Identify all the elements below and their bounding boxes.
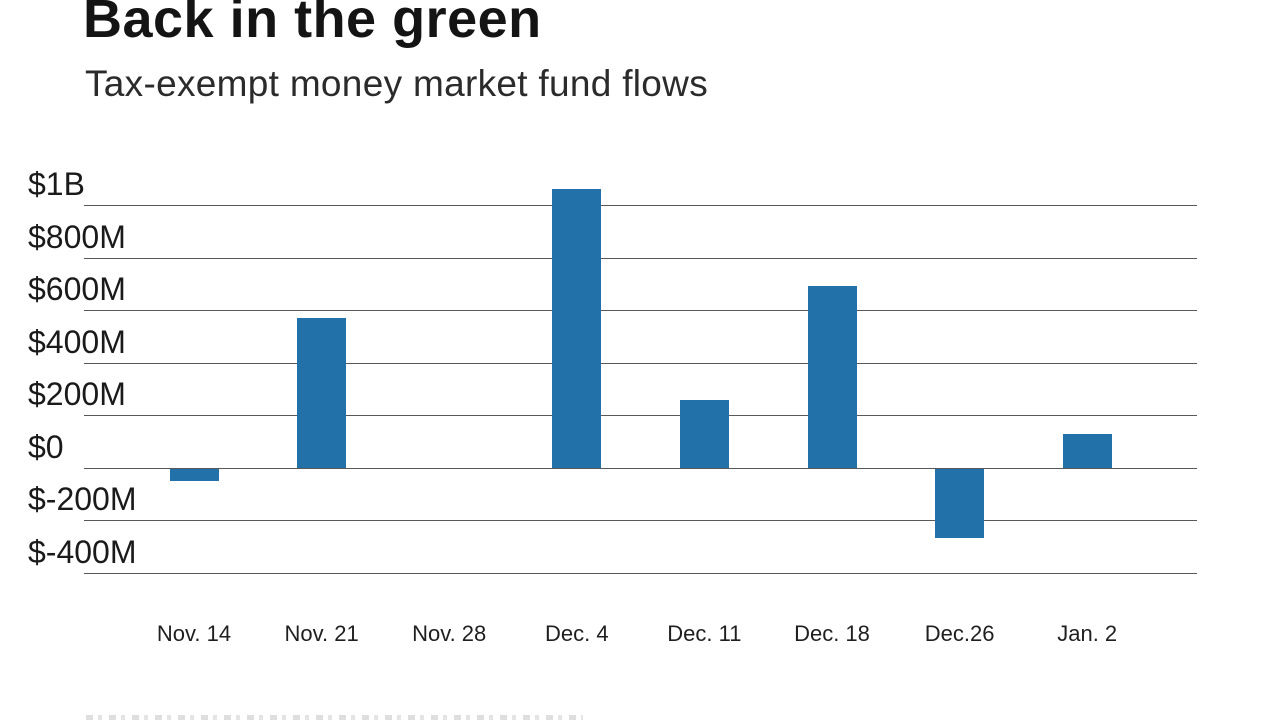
y-axis-tick-label: $-400M [28,533,137,570]
bar-nov-21 [297,318,347,468]
x-axis-tick-label: Nov. 21 [284,621,359,646]
bar-dec-11 [679,399,729,468]
y-axis-tick-label: $200M [28,376,126,413]
gridline--400M [84,572,1197,574]
gridline-400M [84,362,1197,364]
y-axis-tick-label: $-200M [28,481,137,518]
gridline-1000M [84,205,1197,206]
y-axis-tick-label: $600M [28,271,126,308]
gridline-200M [84,415,1197,417]
x-axis-tick-label: Dec. 11 [667,621,742,646]
y-axis-tick-label: $0 [28,428,64,465]
y-axis-tick-label: $800M [28,218,126,255]
chart-title: Back in the green [83,0,542,49]
x-axis-tick-label: Dec. 18 [794,621,870,646]
clipped-caption-fragment [86,715,583,720]
bar-jan-2 [1062,433,1112,468]
gridline-0M [84,467,1197,469]
x-axis-tick-label: Nov. 28 [412,621,487,646]
bar-dec-18 [807,286,857,468]
x-axis-tick-label: Jan. 2 [1057,621,1118,646]
chart-subtitle: Tax-exempt money market fund flows [85,63,708,104]
bar-nov-14 [169,469,219,482]
y-axis-tick-label: $400M [28,323,126,360]
gridline--200M [84,520,1197,522]
gridline-600M [84,310,1197,312]
x-axis-tick-label: Nov. 14 [156,621,232,646]
bar-dec-4 [552,189,602,468]
gridline-800M [84,257,1197,259]
x-axis-tick-label: Dec. 4 [545,621,609,646]
y-axis-tick-label: $1B [28,166,85,202]
x-axis-tick-label: Dec.26 [924,621,995,646]
bar-dec-26 [935,469,985,538]
